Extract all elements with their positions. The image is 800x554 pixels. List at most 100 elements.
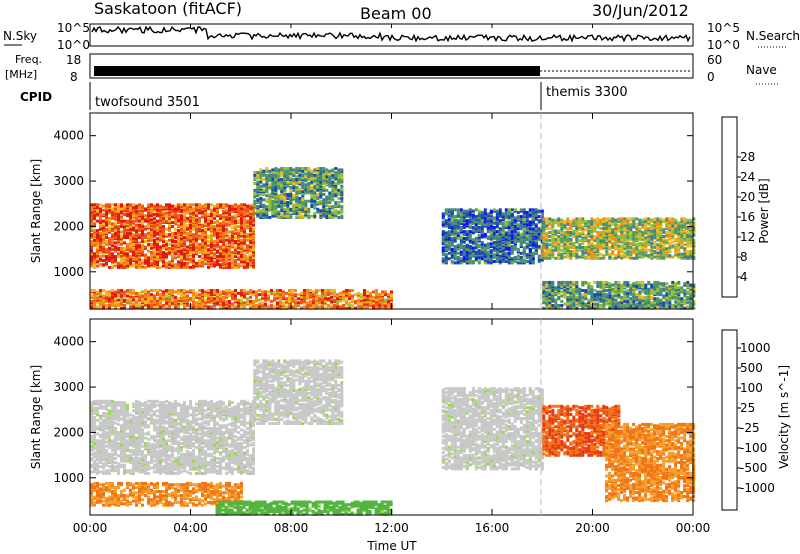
power-cell <box>231 294 234 298</box>
power-cell <box>489 209 493 213</box>
power-cell <box>447 251 451 255</box>
power-cell <box>480 211 484 214</box>
power-cell <box>315 297 318 301</box>
power-cell <box>168 246 171 250</box>
power-cell <box>345 298 348 302</box>
power-cell <box>99 289 102 292</box>
power-cell <box>259 184 263 188</box>
power-cell <box>513 208 517 212</box>
power-cell <box>96 238 99 242</box>
power-cell <box>492 219 496 223</box>
power-cell <box>252 246 255 250</box>
power-cell <box>222 305 225 309</box>
power-cell <box>165 214 168 218</box>
power-cell <box>557 235 561 238</box>
power-cell <box>132 203 135 207</box>
power-cell <box>623 251 627 255</box>
power-cell <box>534 217 538 221</box>
power-cell <box>441 249 445 253</box>
power-cell <box>135 219 138 223</box>
power-cell <box>626 224 630 228</box>
power-cell <box>249 245 252 249</box>
power-cell <box>459 226 463 229</box>
power-cell <box>351 294 354 298</box>
power-cell <box>243 207 246 211</box>
power-cell <box>522 217 526 221</box>
power-cell <box>141 244 144 248</box>
power-cell <box>249 204 252 208</box>
power-cell <box>246 250 249 254</box>
power-cell <box>528 211 532 214</box>
power-cell <box>513 260 517 263</box>
power-cell <box>384 290 387 294</box>
power-cell <box>560 228 564 232</box>
power-cell <box>316 188 320 192</box>
power-cell <box>162 234 165 238</box>
power-cell <box>486 253 490 257</box>
power-cell <box>623 255 627 259</box>
power-cell <box>483 261 487 265</box>
power-cell <box>342 295 345 299</box>
power-cell <box>183 248 186 252</box>
power-cell <box>138 302 141 306</box>
power-cell <box>138 241 141 245</box>
power-cell <box>638 241 642 245</box>
power-cell <box>516 231 520 235</box>
power-cell <box>554 218 558 222</box>
power-cell <box>231 207 234 211</box>
power-cell <box>195 231 198 235</box>
power-cell <box>486 223 490 227</box>
power-cell <box>144 219 147 223</box>
power-cell <box>319 173 323 177</box>
power-cell <box>525 231 529 235</box>
power-cell <box>219 293 222 297</box>
power-cell <box>123 231 126 235</box>
power-cell <box>123 304 126 307</box>
power-cell <box>102 240 105 243</box>
power-cell <box>545 243 549 247</box>
power-cell <box>117 221 120 224</box>
power-cell <box>313 214 317 218</box>
power-cell <box>286 180 290 184</box>
power-cell <box>129 305 132 309</box>
power-cell <box>135 260 138 264</box>
power-cell <box>219 216 222 220</box>
power-cell <box>153 248 156 252</box>
power-cell <box>608 245 612 249</box>
power-cell <box>387 299 390 303</box>
power-cell <box>441 230 445 234</box>
power-cell <box>474 215 478 219</box>
power-cell <box>153 234 156 238</box>
power-cell <box>519 217 523 221</box>
power-cell <box>584 233 588 237</box>
power-cell <box>504 211 508 214</box>
power-cell <box>599 218 603 222</box>
power-cell <box>117 298 120 302</box>
power-cell <box>132 295 135 299</box>
power-cell <box>114 249 117 253</box>
power-cell <box>596 235 600 238</box>
power-cell <box>608 217 612 221</box>
power-cell <box>348 301 351 305</box>
power-cell <box>548 222 552 226</box>
power-cell <box>246 264 249 268</box>
power-cell <box>171 256 174 260</box>
power-cell <box>587 252 591 256</box>
power-cell <box>219 255 222 258</box>
power-cell <box>156 203 159 207</box>
power-cell <box>602 233 606 237</box>
power-cell <box>560 244 564 248</box>
power-cell <box>283 198 287 202</box>
power-cell <box>231 255 234 258</box>
power-cell <box>333 304 336 307</box>
power-cell <box>222 218 225 222</box>
power-cell <box>240 238 243 242</box>
power-cell <box>587 250 591 253</box>
power-cell <box>195 301 198 305</box>
power-cell <box>141 305 144 309</box>
power-cell <box>519 238 523 242</box>
power-cell <box>165 306 168 310</box>
power-cell <box>165 301 168 305</box>
power-cell <box>135 214 138 218</box>
power-cell <box>198 289 201 292</box>
